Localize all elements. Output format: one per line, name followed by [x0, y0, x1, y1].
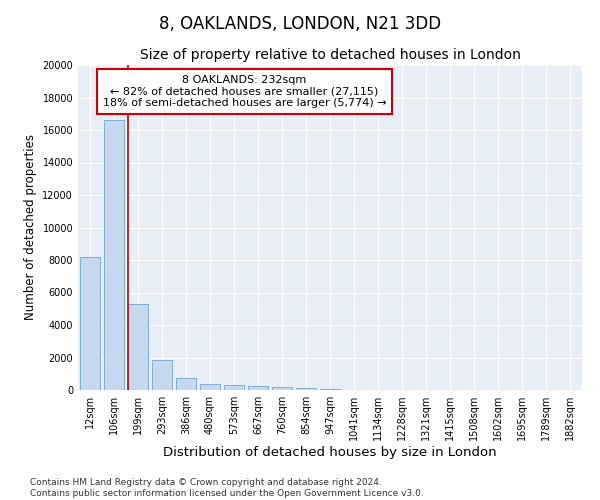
Text: 8 OAKLANDS: 232sqm
← 82% of detached houses are smaller (27,115)
18% of semi-det: 8 OAKLANDS: 232sqm ← 82% of detached hou…: [103, 74, 386, 108]
Bar: [296, 388, 316, 390]
Bar: [80, 257, 100, 390]
Bar: [176, 378, 196, 390]
Bar: [104, 120, 124, 390]
Bar: [272, 387, 292, 390]
Bar: [128, 304, 148, 390]
Bar: [320, 389, 340, 390]
Bar: [152, 360, 172, 390]
Title: Size of property relative to detached houses in London: Size of property relative to detached ho…: [140, 48, 520, 62]
Text: Contains HM Land Registry data © Crown copyright and database right 2024.
Contai: Contains HM Land Registry data © Crown c…: [30, 478, 424, 498]
Text: 8, OAKLANDS, LONDON, N21 3DD: 8, OAKLANDS, LONDON, N21 3DD: [159, 15, 441, 33]
Bar: [224, 386, 244, 390]
Bar: [248, 386, 268, 390]
Y-axis label: Number of detached properties: Number of detached properties: [24, 134, 37, 320]
Bar: [200, 384, 220, 390]
X-axis label: Distribution of detached houses by size in London: Distribution of detached houses by size …: [163, 446, 497, 459]
